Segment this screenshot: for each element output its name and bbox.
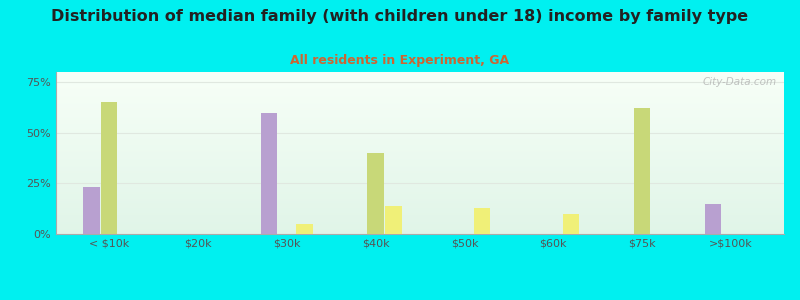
Bar: [101, 102, 118, 234]
Bar: [705, 204, 721, 234]
Bar: [83, 188, 100, 234]
Bar: [562, 214, 579, 234]
Bar: [261, 112, 278, 234]
Bar: [297, 224, 313, 234]
Bar: [385, 206, 402, 234]
Text: Distribution of median family (with children under 18) income by family type: Distribution of median family (with chil…: [51, 9, 749, 24]
Bar: [634, 108, 650, 234]
Bar: [367, 153, 384, 234]
Text: City-Data.com: City-Data.com: [702, 77, 777, 87]
Text: All residents in Experiment, GA: All residents in Experiment, GA: [290, 54, 510, 67]
Bar: [474, 208, 490, 234]
